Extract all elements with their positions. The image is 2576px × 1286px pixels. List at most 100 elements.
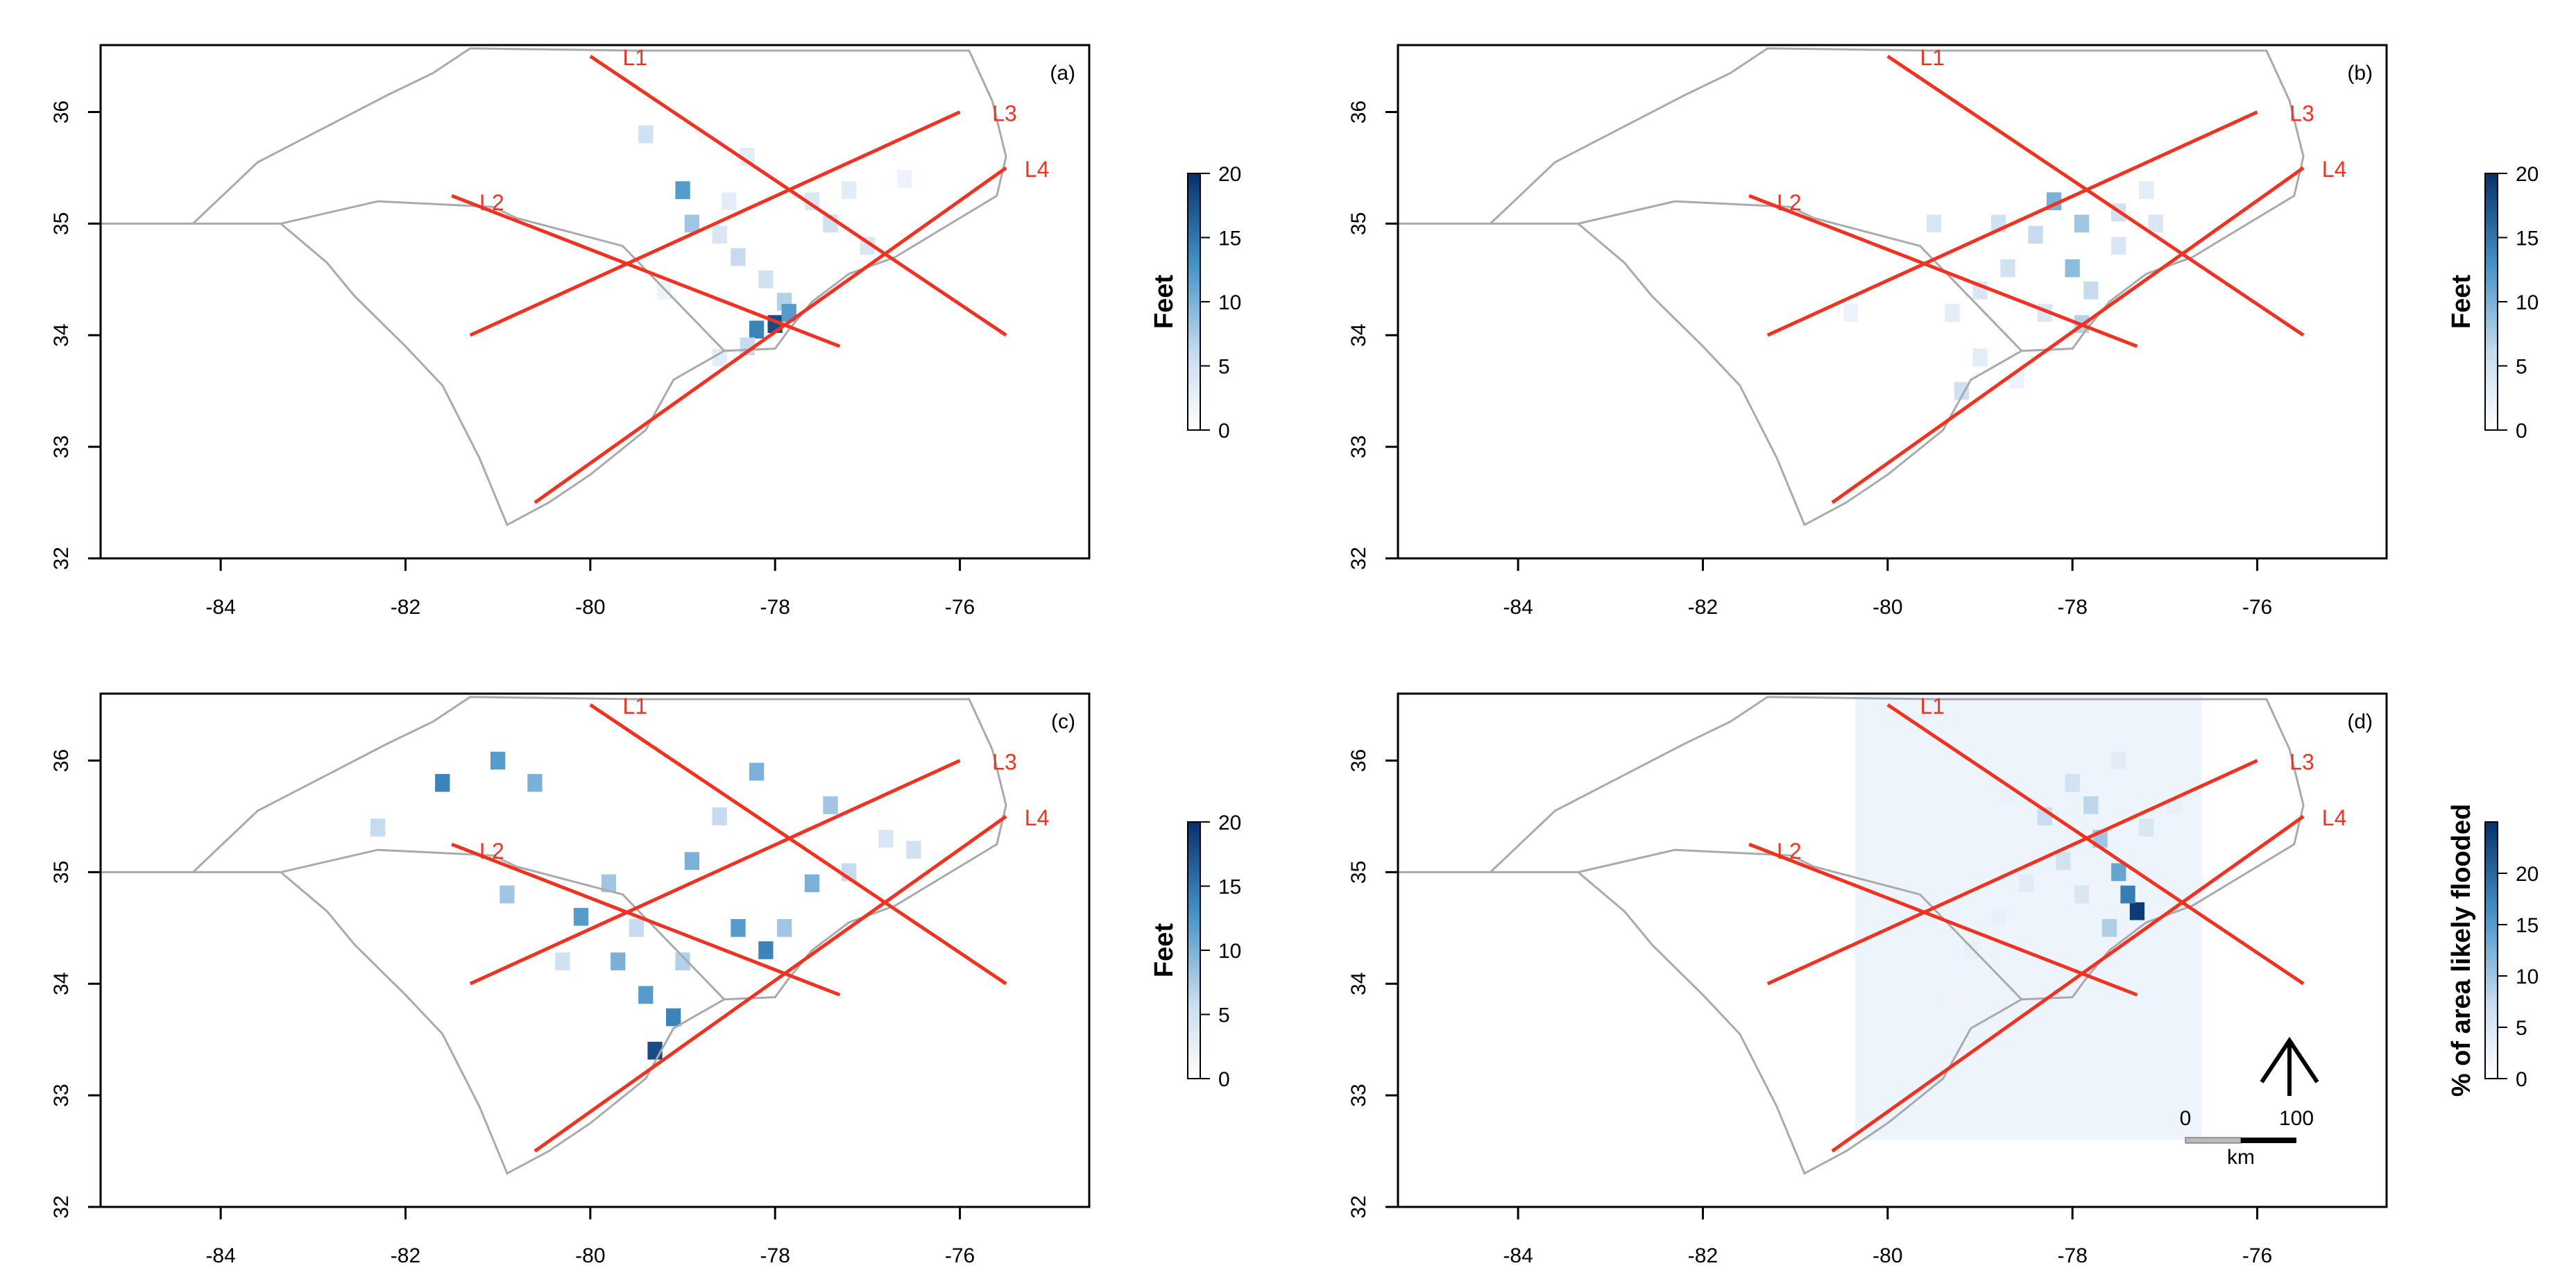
- heat-cell: [2101, 919, 2117, 937]
- transect-line-3: [469, 759, 961, 986]
- y-tick-label: 32: [50, 1195, 73, 1218]
- heat-cell: [758, 941, 774, 959]
- panel-c: L1 L2 L3 L4 (c) -84 -82 -80 -78 -76 32 33 34 35 36 0 5 10…: [50, 692, 1241, 1267]
- transect-line-2: [451, 842, 841, 997]
- heat-cell: [749, 762, 765, 781]
- heat-cell: [776, 919, 792, 937]
- y-tick-label: 35: [1347, 861, 1370, 884]
- y-tick-label: 34: [1347, 972, 1370, 995]
- transect-label-4: L4: [1025, 805, 1050, 830]
- transect-label-3: L3: [2289, 101, 2314, 126]
- heat-cell: [804, 874, 820, 893]
- transect-label-2: L2: [479, 839, 504, 864]
- sc-outline: [1577, 848, 2024, 1175]
- x-tick-label: -84: [1503, 596, 1533, 619]
- plot-frame: [1397, 44, 2388, 560]
- heat-cell: [675, 952, 690, 970]
- transect-label-4: L4: [2322, 805, 2347, 830]
- transect-line-2: [1748, 842, 2138, 997]
- transect-label-2: L2: [1777, 190, 1802, 215]
- y-tick-label: 33: [1347, 1083, 1370, 1106]
- transect-line-4: [1831, 166, 2305, 504]
- sc-outline: [280, 848, 726, 1175]
- transect-line-3: [469, 110, 961, 337]
- colorbar-tick-label: 10: [1218, 291, 1241, 314]
- heat-cell: [2074, 885, 2090, 904]
- flood-likelihood-field: [1855, 694, 2202, 1140]
- heat-cell: [712, 348, 727, 367]
- transect-label-3: L3: [992, 101, 1017, 126]
- y-tick-label: 33: [50, 1083, 73, 1106]
- scalebar-dark: [2241, 1138, 2296, 1143]
- panel-label: (c): [1051, 710, 1075, 733]
- y-tick-label: 35: [50, 212, 73, 235]
- heat-cell: [749, 320, 765, 338]
- colorbar-tick-label: 20: [2516, 163, 2539, 186]
- transect-label-4: L4: [2322, 157, 2347, 182]
- colorbar-tick-label: 15: [1218, 876, 1241, 899]
- colorbar-tick-label: 0: [2516, 1068, 2527, 1091]
- heat-cell: [906, 841, 921, 859]
- colorbar-tick-label: 20: [1218, 163, 1241, 186]
- colorbar: [1187, 821, 1201, 1079]
- heat-cell: [2065, 773, 2080, 792]
- heat-cell: [2083, 282, 2099, 300]
- x-tick-label: -76: [945, 596, 975, 619]
- y-tick-label: 34: [1347, 324, 1370, 347]
- x-tick-label: -78: [2058, 1244, 2088, 1267]
- scalebar-light: [2185, 1137, 2242, 1144]
- heat-cell: [2065, 259, 2080, 277]
- heat-cell: [629, 919, 645, 937]
- heat-cell: [2111, 751, 2126, 770]
- heat-cell: [2000, 259, 2015, 277]
- panel-label: (b): [2347, 62, 2373, 85]
- heat-cell: [731, 248, 746, 266]
- heat-cell: [722, 192, 737, 210]
- x-tick-label: -80: [1873, 1244, 1902, 1267]
- x-tick-label: -78: [2058, 596, 2088, 619]
- transect-label-2: L2: [479, 190, 504, 215]
- y-tick-label: 33: [1347, 435, 1370, 458]
- x-tick-label: -84: [205, 596, 235, 619]
- heat-cell: [684, 852, 699, 871]
- transect-label-1: L1: [622, 694, 647, 719]
- x-tick-label: -82: [391, 596, 420, 619]
- heat-cell: [2056, 852, 2071, 871]
- transect-label-1: L1: [622, 45, 647, 70]
- heat-cell: [781, 304, 796, 322]
- heat-cell: [2139, 818, 2154, 837]
- heat-cell: [638, 986, 654, 1004]
- y-tick-label: 36: [50, 749, 73, 772]
- x-tick-label: -82: [391, 1244, 420, 1267]
- y-tick-label: 35: [50, 861, 73, 884]
- plot-frame: [1397, 692, 2388, 1208]
- heat-cell: [2028, 225, 2043, 244]
- heat-cell: [527, 773, 543, 792]
- heat-cell: [1972, 348, 1988, 367]
- heat-cell: [611, 952, 626, 970]
- x-tick-label: -78: [760, 596, 790, 619]
- heat-cell: [731, 919, 746, 937]
- colorbar: [2484, 821, 2498, 1079]
- transect-line-4: [1831, 814, 2305, 1153]
- heat-cell: [1991, 907, 2006, 926]
- heat-cell: [573, 907, 589, 926]
- x-tick-label: -76: [945, 1244, 975, 1267]
- transect-label-1: L1: [1920, 45, 1945, 70]
- colorbar-title: % of area likely flooded: [2447, 804, 2476, 1097]
- colorbar-tick-label: 15: [1218, 228, 1241, 250]
- nc-outline: [192, 47, 1007, 352]
- y-tick-label: 36: [1347, 101, 1370, 123]
- y-tick-label: 32: [50, 547, 73, 569]
- transect-line-1: [589, 55, 1007, 337]
- colorbar-tick-label: 20: [2516, 863, 2539, 886]
- heat-cell: [712, 807, 727, 825]
- heat-cell: [500, 885, 515, 904]
- x-tick-label: -76: [2242, 596, 2272, 619]
- panel-a: L1 L2 L3 L4 (a) -84 -82 -80 -78 -76 32 33 34 35 36 0 5 10…: [50, 44, 1241, 619]
- heat-cell: [2074, 214, 2090, 233]
- heat-cell: [1963, 941, 1979, 959]
- heat-cell: [2148, 214, 2163, 233]
- transect-label-4: L4: [1025, 157, 1050, 182]
- x-tick-label: -80: [575, 596, 605, 619]
